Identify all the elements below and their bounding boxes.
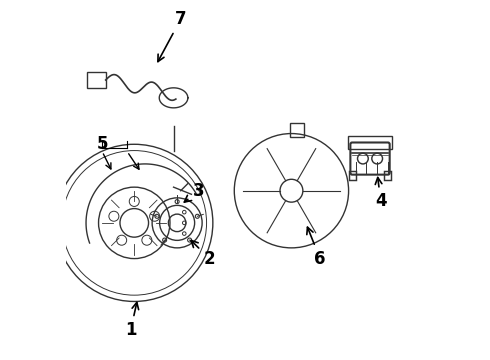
- Text: 6: 6: [307, 227, 326, 267]
- Text: 7: 7: [158, 10, 187, 62]
- Text: 1: 1: [125, 302, 139, 339]
- Text: 3: 3: [184, 182, 204, 202]
- Text: 4: 4: [375, 177, 387, 211]
- Text: 2: 2: [191, 240, 215, 267]
- Text: 5: 5: [97, 135, 108, 153]
